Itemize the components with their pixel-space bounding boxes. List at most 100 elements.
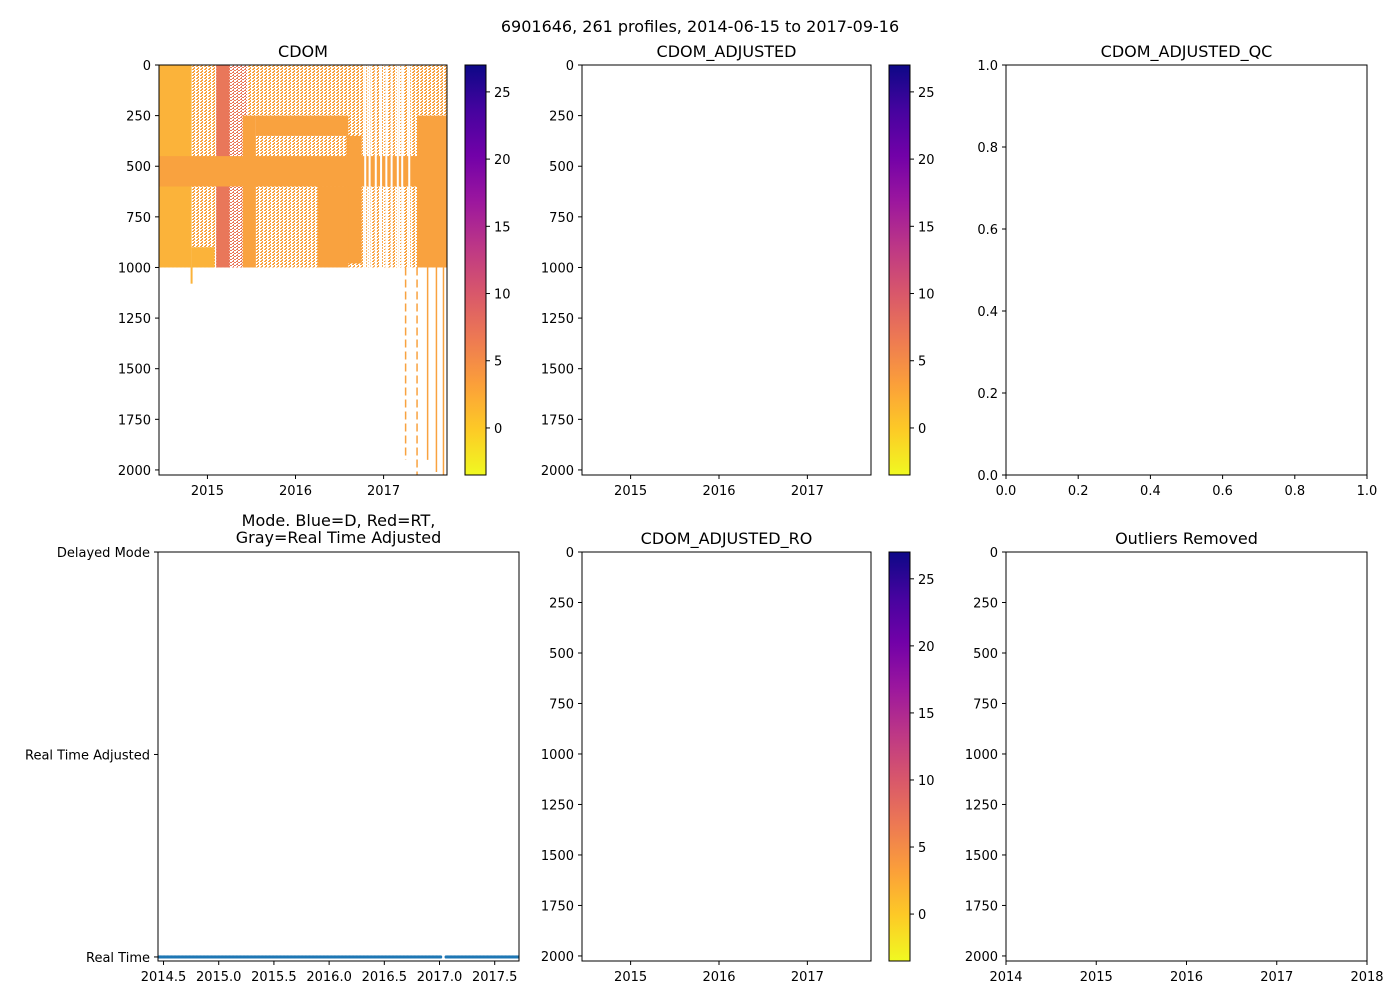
cdom-missing-profile [408,65,411,268]
y-tick-label: 250 [549,596,574,611]
y-tick-label: 0.4 [977,305,998,320]
colorbar [889,65,910,475]
y-tick-label: 1500 [118,363,151,378]
y-tick-label: 0 [566,546,574,561]
y-tick-label: 1250 [541,312,574,327]
panel-title: CDOM_ADJUSTED_RO [641,529,813,549]
x-tick-label: 2014.5 [141,970,187,985]
x-tick-label: 0.8 [1284,484,1305,499]
y-tick-label: 500 [549,647,574,662]
cdom-missing-profile [364,65,367,268]
cdom-cell-block [255,115,349,136]
y-tick-label: 1250 [965,798,998,813]
cdom-missing-profile [385,65,388,268]
y-tick-label: 1750 [541,899,574,914]
cdom-missing-profile [401,65,404,268]
axes-frame [158,64,448,476]
x-tick-label: 2016 [702,970,735,985]
panel-title: Outliers Removed [1115,529,1258,548]
y-tick-label: 0 [990,546,998,561]
cdom-adjusted-qc-panel: CDOM_ADJUSTED_QC 0.0 0.2 0.4 0.6 0.8 1.0 0.0 0.2… [977,42,1377,499]
colorbar-tick-label: 25 [918,86,935,101]
y-tick-label: 1500 [541,363,574,378]
x-tick-label: 0.0 [996,484,1017,499]
colorbar-tick-label: 20 [494,153,511,168]
x-tick-label: 2015 [614,484,647,499]
x-tick-label: 2017 [1260,970,1293,985]
y-tick-label: 1750 [541,413,574,428]
colorbar-frame [888,64,911,476]
colorbar-tick-label: 0 [494,422,502,437]
y-tick-label: 1000 [965,748,998,763]
colorbar-tick-label: 25 [918,573,935,588]
y-tick-label: 0 [143,59,151,74]
x-tick-label: 0.4 [1140,484,1161,499]
colorbar-tick-label: 15 [918,220,935,235]
cdom-cell-block [242,115,256,268]
colorbar-tick-label: 10 [918,288,935,303]
cdom-missing-profile [368,65,371,268]
axes-frame [581,64,872,476]
y-tick-label: 500 [126,160,151,175]
y-tick-label: 0.6 [977,223,998,238]
y-tick-label: 1750 [965,899,998,914]
y-tick-label: 1250 [541,798,574,813]
panel-title: CDOM_ADJUSTED_QC [1101,42,1273,62]
y-tick-label: 1.0 [977,59,998,74]
cdom-cell-block [417,115,447,268]
y-tick-label: 750 [549,211,574,226]
colorbar-tick-label: 0 [918,422,926,437]
x-tick-label: 0.2 [1068,484,1089,499]
y-tick-label: 0 [566,59,574,74]
x-tick-label: 2017 [791,970,824,985]
y-tick-label: 0.2 [977,387,998,402]
colorbar-tick-label: 0 [918,908,926,923]
cdom-missing-profile [380,65,383,268]
y-tick-label: Real Time Adjusted [25,748,150,763]
axes-frame [1005,551,1368,962]
y-tick-label: 750 [549,697,574,712]
x-tick-label: 2014 [989,970,1022,985]
y-tick-label: 1000 [118,261,151,276]
colorbar-tick-label: 15 [918,707,935,722]
y-tick-label: 2000 [965,950,998,965]
y-tick-label: 1000 [541,261,574,276]
cdom-cell-block [346,135,362,264]
colorbar-tick-label: 5 [494,355,502,370]
colorbar-frame [888,551,911,962]
colorbar-tick-label: 20 [918,153,935,168]
x-tick-label: 2015 [191,484,224,499]
y-tick-label: 250 [549,110,574,125]
x-tick-label: 2016.0 [306,970,352,985]
y-tick-label: 1250 [118,312,151,327]
y-tick-label: 0.8 [977,141,998,156]
x-tick-label: 0.6 [1212,484,1233,499]
y-tick-label: 2000 [541,950,574,965]
figure-suptitle: 6901646, 261 profiles, 2014-06-15 to 201… [501,17,899,36]
panel-title: CDOM [278,42,328,61]
x-tick-label: 2016 [1170,970,1203,985]
x-tick-label: 1.0 [1357,484,1378,499]
axes-frame [157,551,520,962]
colorbar-tick-label: 15 [494,220,511,235]
cdom-missing-profile [390,65,393,268]
y-tick-label: 500 [973,647,998,662]
colorbar-tick-label: 20 [918,640,935,655]
colorbar [889,552,910,961]
mode-panel: Mode. Blue=D, Red=RT,Gray=Real Time Adju… [25,511,520,985]
colorbar [465,65,486,475]
y-tick-label: 500 [549,160,574,175]
y-tick-label: 1000 [541,748,574,763]
y-tick-label: 750 [973,697,998,712]
colorbar-tick-label: 5 [918,841,926,856]
colorbar-tick-label: 10 [494,288,511,303]
y-tick-label: 750 [126,211,151,226]
x-tick-label: 2017 [791,484,824,499]
cdom-cell-block [191,247,215,268]
y-tick-label: 2000 [118,464,151,479]
mode-point [439,955,443,959]
x-tick-label: 2015 [614,970,647,985]
